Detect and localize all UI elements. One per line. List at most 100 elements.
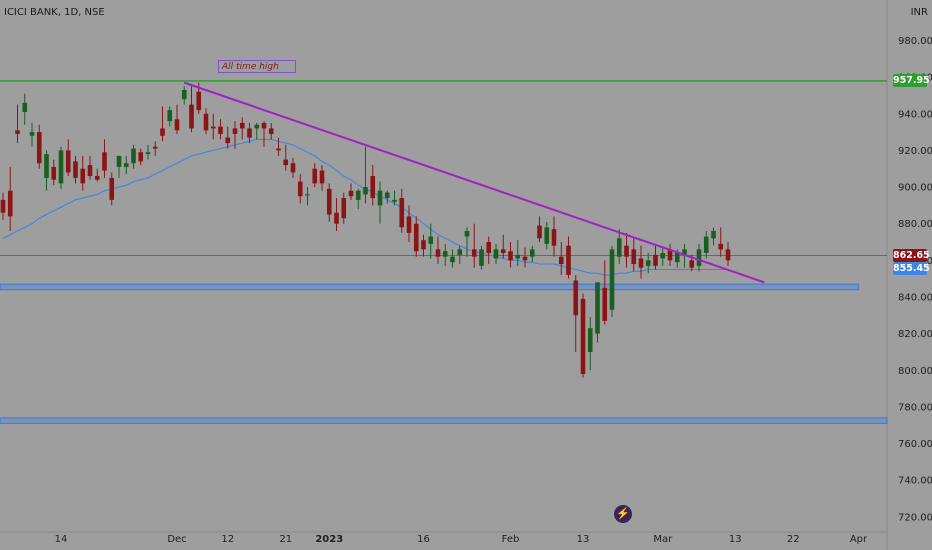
- candle: [725, 242, 731, 266]
- candle-body: [319, 170, 325, 184]
- candle-body: [725, 249, 731, 261]
- candle-body: [696, 249, 702, 266]
- candle: [232, 121, 238, 149]
- candle-body: [210, 126, 216, 129]
- candle-body: [370, 176, 376, 199]
- candle: [131, 144, 136, 169]
- candle: [225, 126, 231, 149]
- candle-body: [384, 192, 390, 199]
- candle: [305, 187, 310, 206]
- grid: [0, 0, 888, 550]
- candle-body: [595, 282, 600, 334]
- x-tick-label: 2023: [315, 534, 343, 545]
- candle-body: [44, 154, 49, 178]
- candle-body: [87, 165, 93, 177]
- candle-body: [29, 132, 35, 136]
- y-tick-label: 720.00: [898, 512, 932, 523]
- candle: [348, 183, 354, 200]
- support-zone: [0, 283, 860, 291]
- candle: [515, 240, 521, 266]
- candle: [486, 236, 492, 265]
- candle-body: [537, 225, 542, 239]
- candle: [435, 236, 441, 265]
- candle: [457, 245, 463, 265]
- price-axis[interactable]: 720.00 740.00 760.00 780.00 800.00 820.00 840.…: [898, 36, 932, 523]
- symbol-title[interactable]: ICICI BANK, 1D, NSE: [4, 7, 105, 18]
- candle: [123, 155, 129, 175]
- time-axis[interactable]: 14 Dec 12 21 2023 16 Feb 13 Mar 13 22 Apr: [55, 534, 868, 545]
- candle: [428, 223, 434, 259]
- candle-body: [225, 137, 231, 144]
- x-tick-label: Mar: [653, 534, 673, 545]
- candle: [711, 227, 716, 246]
- candle-body: [123, 163, 129, 167]
- candle: [22, 93, 28, 125]
- candle: [399, 188, 405, 233]
- candle-body: [116, 155, 122, 167]
- candle: [609, 245, 615, 318]
- candle: [334, 198, 339, 232]
- candles[interactable]: [0, 82, 731, 378]
- candle: [203, 108, 209, 134]
- candle-body: [239, 122, 245, 129]
- x-tick-label: 21: [279, 534, 292, 545]
- candle-body: [718, 243, 724, 250]
- candle: [312, 163, 318, 188]
- candle-body: [602, 287, 608, 321]
- candle-body: [268, 128, 274, 134]
- candle-body: [51, 166, 57, 180]
- candle-body: [573, 280, 579, 316]
- candle: [326, 183, 332, 222]
- candle-body: [341, 198, 347, 219]
- candle-body: [435, 249, 441, 257]
- candle-body: [232, 128, 238, 134]
- candle: [667, 243, 673, 266]
- candle: [537, 216, 542, 243]
- candle: [247, 122, 252, 144]
- candle-body: [218, 126, 223, 134]
- candle-body: [551, 229, 557, 246]
- candle: [160, 106, 165, 142]
- candle: [587, 317, 593, 371]
- candle: [529, 245, 535, 263]
- candle-body: [152, 146, 158, 149]
- x-tick-label: 12: [221, 534, 234, 545]
- candle: [145, 144, 151, 160]
- candle-body: [65, 150, 71, 173]
- candle: [522, 247, 528, 268]
- y-tick-label: 820.00: [898, 329, 932, 340]
- all-time-high-note[interactable]: All time high: [218, 60, 296, 73]
- lightning-icon[interactable]: ⚡: [614, 505, 632, 523]
- y-tick-label: 780.00: [898, 402, 932, 413]
- support-zones[interactable]: [0, 283, 888, 424]
- candle-body: [102, 152, 107, 171]
- candle: [493, 243, 499, 265]
- candle: [36, 124, 42, 169]
- candle: [15, 104, 20, 144]
- candle-body: [247, 128, 252, 138]
- candle-body: [421, 240, 426, 250]
- candle-body: [261, 122, 267, 129]
- candle-body: [442, 251, 448, 257]
- candle-body: [312, 168, 318, 184]
- candle-body: [0, 199, 6, 213]
- candle: [377, 181, 383, 224]
- candle: [638, 245, 644, 279]
- candle: [653, 245, 658, 270]
- candle-body: [515, 254, 521, 259]
- candle: [464, 227, 470, 257]
- candle: [167, 106, 173, 127]
- candle-body: [355, 190, 361, 200]
- candle-body: [529, 249, 535, 257]
- candle: [65, 139, 71, 177]
- candle-body: [174, 119, 180, 131]
- candle: [566, 236, 571, 279]
- candle-body: [660, 253, 666, 259]
- candle-body: [399, 198, 405, 228]
- candle-body: [145, 152, 151, 155]
- trendline[interactable]: [183, 81, 765, 284]
- y-tick-label: 800.00: [898, 366, 932, 377]
- candle: [174, 104, 180, 134]
- candle-body: [413, 223, 419, 252]
